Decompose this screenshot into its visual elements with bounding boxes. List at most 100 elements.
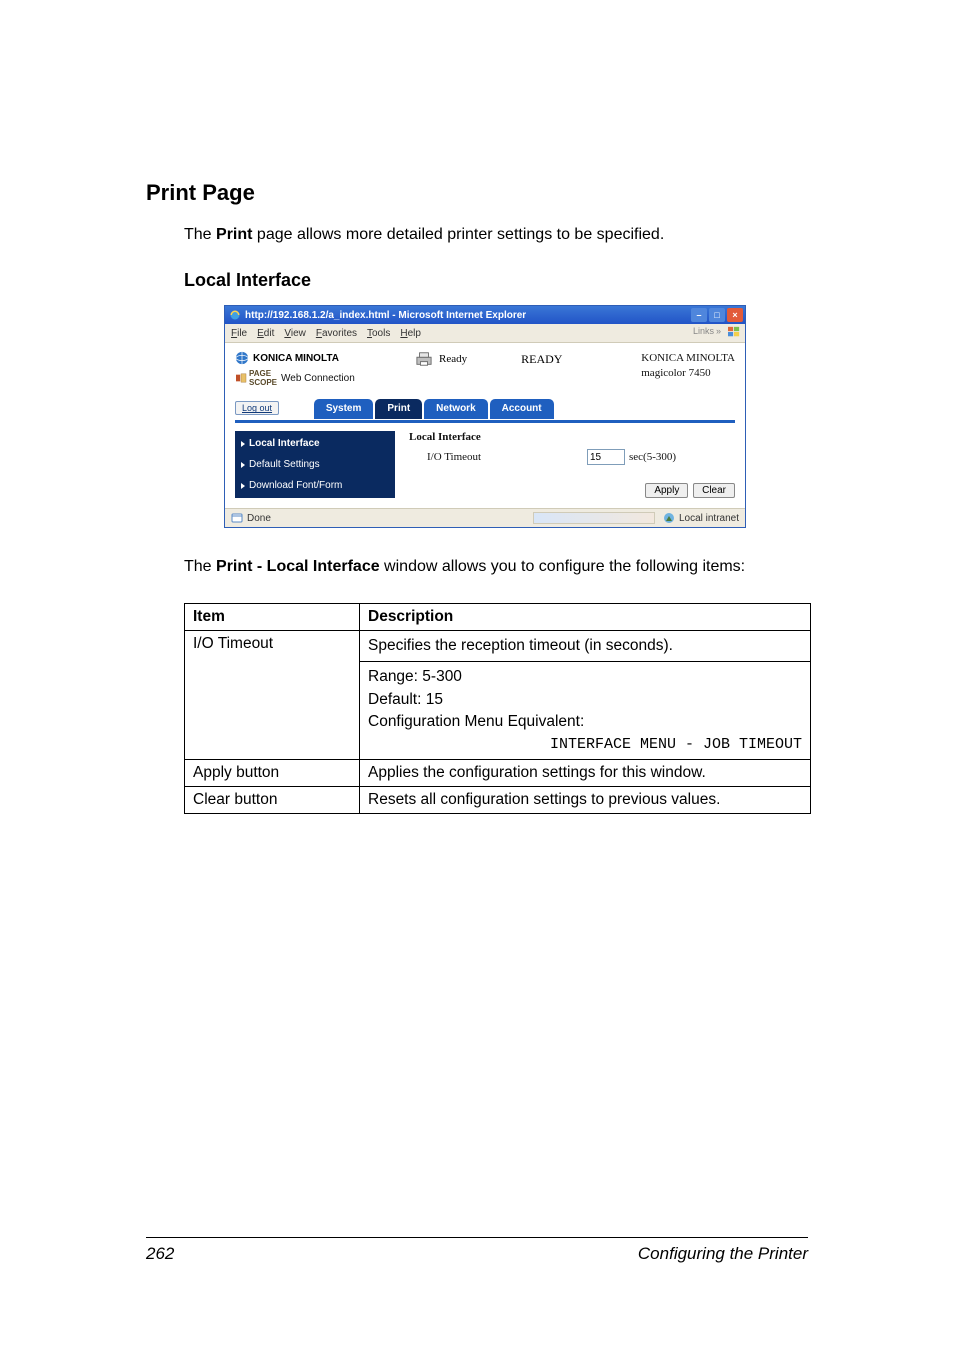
caption-pre: The — [184, 558, 216, 575]
io-timeout-label: I/O Timeout — [427, 451, 587, 463]
td-desc-io-1: Specifies the reception timeout (in seco… — [360, 630, 811, 661]
device-brand: KONICA MINOLTA — [641, 351, 735, 365]
td-item-clear: Clear button — [185, 787, 360, 814]
links-label[interactable]: Links» — [693, 326, 721, 336]
tab-network[interactable]: Network — [424, 399, 487, 419]
brand-column: KONICA MINOLTA PAGESCOPE Web Connection — [235, 351, 415, 387]
km-globe-icon — [235, 351, 249, 365]
brand-line: KONICA MINOLTA — [235, 351, 415, 365]
ie-logo-icon — [229, 309, 241, 321]
caption-paragraph: The Print - Local Interface window allow… — [184, 556, 808, 578]
intro-bold: Print — [216, 226, 252, 243]
ie-menubar: File Edit View Favorites Tools Help Link… — [225, 324, 745, 343]
caption-post: window allows you to configure the follo… — [380, 558, 746, 575]
triangle-icon — [241, 441, 245, 447]
windows-flag-icon — [727, 326, 741, 338]
panel: Local Interface I/O Timeout sec(5-300) A… — [409, 431, 735, 498]
minimize-button[interactable]: – — [691, 308, 707, 322]
sidebar-item-default-settings[interactable]: Default Settings — [235, 454, 395, 475]
ie-window: http://192.168.1.2/a_index.html - Micros… — [224, 305, 746, 528]
sidebar-item-label: Download Font/Form — [249, 480, 342, 491]
maximize-button[interactable]: □ — [709, 308, 725, 322]
th-description: Description — [360, 603, 811, 630]
table-row: Apply button Applies the configuration s… — [185, 760, 811, 787]
page-number: 262 — [146, 1244, 174, 1264]
status-big: READY — [521, 352, 562, 367]
status-zone-text: Local intranet — [679, 513, 739, 524]
clear-button[interactable]: Clear — [693, 483, 735, 498]
triangle-icon — [241, 462, 245, 468]
table-header-row: Item Description — [185, 603, 811, 630]
sidebar-item-download-fontform[interactable]: Download Font/Form — [235, 475, 395, 496]
pagescope-text: Web Connection — [281, 373, 355, 384]
button-row: Apply Clear — [409, 483, 735, 498]
io-cme-value: INTERFACE MENU - JOB TIMEOUT — [368, 734, 802, 756]
intranet-icon — [663, 512, 675, 524]
panel-title: Local Interface — [409, 431, 735, 443]
links-text: Links — [693, 326, 714, 336]
sidebar: Local Interface Default Settings Downloa… — [235, 431, 395, 498]
intro-pre: The — [184, 226, 216, 243]
main-row: Local Interface Default Settings Downloa… — [235, 431, 735, 498]
tab-print[interactable]: Print — [375, 399, 422, 419]
heading-print-page: Print Page — [146, 180, 808, 206]
triangle-icon — [241, 483, 245, 489]
menu-file[interactable]: File — [231, 328, 247, 339]
settings-table: Item Description I/O Timeout Specifies t… — [184, 603, 811, 815]
status-zone: Local intranet — [663, 512, 739, 524]
tabs: System Print Network Account — [314, 399, 556, 419]
sidebar-item-local-interface[interactable]: Local Interface — [235, 433, 395, 454]
io-timeout-row: I/O Timeout sec(5-300) — [427, 449, 735, 465]
menu-edit[interactable]: Edit — [257, 328, 274, 339]
sidebar-item-label: Local Interface — [249, 438, 320, 449]
th-item: Item — [185, 603, 360, 630]
pagescope-icon — [235, 373, 247, 383]
caption-bold: Print - Local Interface — [216, 558, 380, 575]
intro-post: page allows more detailed printer settin… — [252, 226, 664, 243]
status-gradient — [533, 512, 655, 524]
apply-button[interactable]: Apply — [645, 483, 688, 498]
links-chevron-icon: » — [716, 326, 721, 336]
tab-system[interactable]: System — [314, 399, 374, 419]
intro-paragraph: The Print page allows more detailed prin… — [184, 224, 808, 246]
td-desc-apply: Applies the configuration settings for t… — [360, 760, 811, 787]
io-timeout-unit: sec(5-300) — [629, 451, 676, 463]
sidebar-item-label: Default Settings — [249, 459, 320, 470]
logout-tabs-row: Log out System Print Network Account — [235, 401, 735, 421]
brand-text: KONICA MINOLTA — [253, 353, 339, 364]
page-footer: 262 Configuring the Printer — [146, 1237, 808, 1264]
close-button[interactable]: × — [727, 308, 743, 322]
printer-icon — [415, 351, 433, 367]
device-info: KONICA MINOLTA magicolor 7450 — [641, 351, 735, 380]
ie-window-title: http://192.168.1.2/a_index.html - Micros… — [245, 310, 691, 321]
td-desc-clear: Resets all configuration settings to pre… — [360, 787, 811, 814]
io-range: Range: 5-300 — [368, 668, 462, 685]
table-row: I/O Timeout Specifies the reception time… — [185, 630, 811, 661]
logout-button[interactable]: Log out — [235, 401, 279, 415]
ie-statusbar: Done Local intranet — [225, 508, 745, 527]
heading-local-interface: Local Interface — [184, 270, 808, 291]
io-default: Default: 15 — [368, 691, 443, 708]
screenshot: http://192.168.1.2/a_index.html - Micros… — [224, 305, 744, 528]
pagescope-line: PAGESCOPE Web Connection — [235, 369, 415, 387]
done-icon — [231, 512, 243, 524]
header-row: KONICA MINOLTA PAGESCOPE Web Connection — [235, 351, 735, 387]
tab-account[interactable]: Account — [490, 399, 554, 419]
menu-tools[interactable]: Tools — [367, 328, 390, 339]
section-title: Configuring the Printer — [638, 1244, 808, 1264]
status-done-text: Done — [247, 513, 271, 524]
ie-titlebar: http://192.168.1.2/a_index.html - Micros… — [225, 306, 745, 324]
io-cme-label: Configuration Menu Equivalent: — [368, 713, 584, 730]
td-item-apply: Apply button — [185, 760, 360, 787]
menu-view[interactable]: View — [284, 328, 306, 339]
status-label: Ready — [439, 353, 467, 365]
td-desc-io-2: Range: 5-300 Default: 15 Configuration M… — [360, 662, 811, 760]
status-column: Ready READY — [415, 351, 562, 367]
menu-favorites-rest: avorites — [322, 328, 357, 339]
menu-help[interactable]: Help — [400, 328, 421, 339]
window-controls: – □ × — [691, 308, 743, 322]
io-timeout-input[interactable] — [587, 449, 625, 465]
td-item-io: I/O Timeout — [185, 630, 360, 760]
menu-favorites[interactable]: Favorites — [316, 328, 357, 339]
page-content: KONICA MINOLTA PAGESCOPE Web Connection — [225, 343, 745, 508]
